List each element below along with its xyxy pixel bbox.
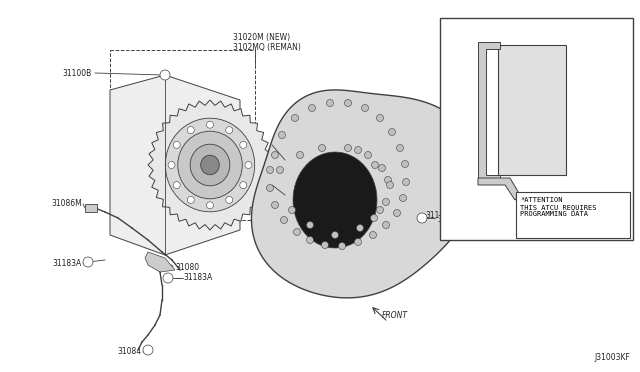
Text: 31100B: 31100B <box>63 68 92 77</box>
Circle shape <box>289 206 296 214</box>
Circle shape <box>168 161 175 169</box>
Text: 31183A: 31183A <box>52 259 82 267</box>
Circle shape <box>188 196 195 203</box>
Circle shape <box>385 176 392 183</box>
Circle shape <box>271 151 278 158</box>
Ellipse shape <box>178 131 243 199</box>
Bar <box>85 204 97 212</box>
Circle shape <box>226 196 233 203</box>
Polygon shape <box>110 75 240 255</box>
Circle shape <box>319 144 326 151</box>
Circle shape <box>388 128 396 135</box>
Text: 31180A: 31180A <box>437 215 467 224</box>
Text: 31185A: 31185A <box>426 211 455 219</box>
Circle shape <box>403 179 410 186</box>
Circle shape <box>371 161 378 169</box>
Polygon shape <box>148 100 272 230</box>
Text: 31185B: 31185B <box>583 35 612 45</box>
Circle shape <box>401 160 408 167</box>
Ellipse shape <box>201 155 220 175</box>
Circle shape <box>475 205 485 215</box>
Circle shape <box>276 167 284 173</box>
Ellipse shape <box>165 118 255 212</box>
Circle shape <box>207 121 214 128</box>
Circle shape <box>207 202 214 209</box>
Circle shape <box>307 221 314 228</box>
Polygon shape <box>478 178 520 200</box>
Text: 31080: 31080 <box>175 263 199 273</box>
Circle shape <box>376 115 383 122</box>
Circle shape <box>271 202 278 208</box>
Circle shape <box>387 182 394 189</box>
Circle shape <box>226 126 233 134</box>
Circle shape <box>365 151 371 158</box>
Circle shape <box>83 257 93 267</box>
Circle shape <box>362 105 369 112</box>
Circle shape <box>278 131 285 138</box>
Circle shape <box>173 182 180 189</box>
Circle shape <box>173 141 180 148</box>
Text: FRONT: FRONT <box>382 311 408 321</box>
Circle shape <box>294 228 301 235</box>
Text: *ATTENTION
THIS ATCU REQUIRES
PROGRAMMING DATA: *ATTENTION THIS ATCU REQUIRES PROGRAMMIN… <box>520 197 596 217</box>
Circle shape <box>88 205 94 211</box>
Text: 31185A: 31185A <box>583 135 612 144</box>
Circle shape <box>291 115 298 122</box>
Circle shape <box>355 147 362 154</box>
Circle shape <box>344 144 351 151</box>
Circle shape <box>332 231 339 238</box>
Circle shape <box>397 144 403 151</box>
Circle shape <box>188 126 195 134</box>
Ellipse shape <box>190 144 230 186</box>
Circle shape <box>308 105 316 112</box>
Circle shape <box>399 195 406 202</box>
Polygon shape <box>145 252 175 272</box>
Text: J31003KF: J31003KF <box>594 353 630 362</box>
Polygon shape <box>252 90 479 298</box>
Circle shape <box>376 206 383 214</box>
Circle shape <box>321 241 328 248</box>
Bar <box>498 45 566 175</box>
Circle shape <box>378 164 385 171</box>
Circle shape <box>485 190 495 200</box>
Circle shape <box>296 151 303 158</box>
Bar <box>440 18 633 240</box>
Circle shape <box>163 273 173 283</box>
Circle shape <box>326 99 333 106</box>
Circle shape <box>143 345 153 355</box>
Circle shape <box>344 99 351 106</box>
Circle shape <box>383 199 390 205</box>
Circle shape <box>266 167 273 173</box>
Circle shape <box>475 203 485 213</box>
Circle shape <box>280 217 287 224</box>
Circle shape <box>355 238 362 246</box>
Circle shape <box>307 237 314 244</box>
Text: 31043M: 31043M <box>445 103 476 112</box>
Circle shape <box>356 224 364 231</box>
Circle shape <box>240 182 247 189</box>
Circle shape <box>369 231 376 238</box>
Text: 31084: 31084 <box>118 347 142 356</box>
Bar <box>516 192 630 238</box>
Text: x310F6: x310F6 <box>601 90 629 99</box>
Text: 31086M: 31086M <box>51 199 82 208</box>
Text: 31039: 31039 <box>520 183 544 192</box>
Circle shape <box>240 141 247 148</box>
Circle shape <box>394 209 401 217</box>
Polygon shape <box>293 152 377 248</box>
Circle shape <box>575 135 585 145</box>
Circle shape <box>417 213 427 223</box>
Circle shape <box>574 36 586 48</box>
Circle shape <box>371 215 378 221</box>
Circle shape <box>160 70 170 80</box>
Circle shape <box>593 93 603 103</box>
Circle shape <box>383 221 390 228</box>
Polygon shape <box>478 42 500 182</box>
Circle shape <box>245 161 252 169</box>
Text: 31183A: 31183A <box>183 273 212 282</box>
Bar <box>110 50 255 220</box>
Circle shape <box>266 185 273 192</box>
Circle shape <box>339 243 346 250</box>
Text: 31020M (NEW)
3102MQ (REMAN): 31020M (NEW) 3102MQ (REMAN) <box>233 33 301 52</box>
